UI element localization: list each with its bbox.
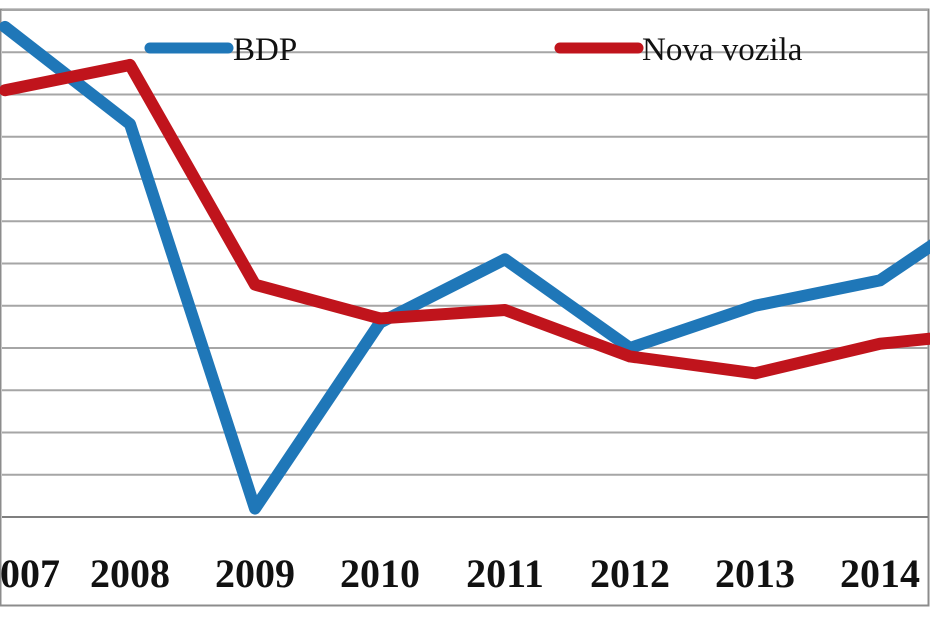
x-tick-label: 007 [0, 551, 60, 596]
series-line-bdp [0, 20, 930, 515]
x-tick-label: 2008 [90, 551, 170, 596]
series-lines [0, 20, 930, 515]
legend-label-nova-vozila: Nova vozila [642, 32, 803, 68]
x-tick-label: 2012 [590, 551, 670, 596]
x-tick-label: 2009 [215, 551, 295, 596]
legend-label-bdp: BDP [233, 32, 297, 68]
series-line-nova-vozila [0, 58, 930, 380]
legend-item-nova-vozila: Nova vozila [554, 32, 803, 68]
x-tick-labels: 007 2008 2009 2010 2011 2012 2013 2014 [0, 551, 920, 596]
legend-item-bdp: BDP [144, 32, 297, 68]
gridlines [2, 9, 928, 476]
legend: BDP Nova vozila [144, 32, 803, 68]
x-tick-label: 2013 [715, 551, 795, 596]
x-tick-label: 2011 [466, 551, 544, 596]
x-tick-label: 2010 [340, 551, 420, 596]
x-tick-label: 2014 [840, 551, 920, 596]
